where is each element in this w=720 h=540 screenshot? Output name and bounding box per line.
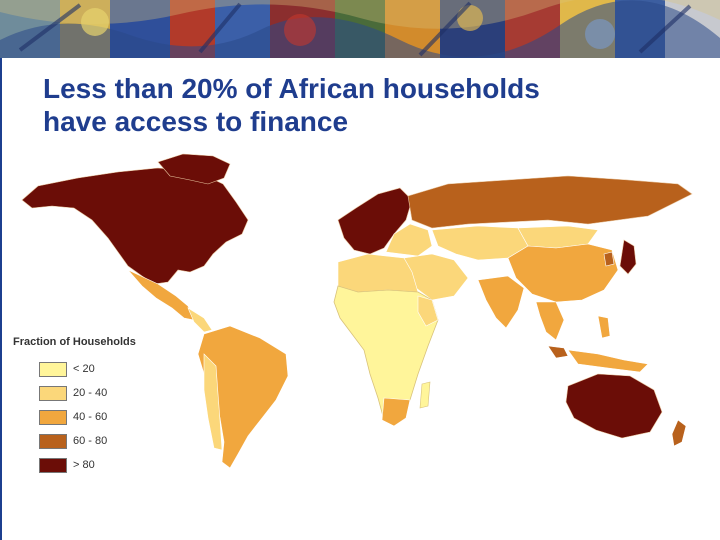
legend-item: < 20 xyxy=(13,357,143,381)
legend-item: > 80 xyxy=(13,453,143,477)
legend-item: 60 - 80 xyxy=(13,429,143,453)
left-accent-rule xyxy=(0,58,2,540)
region-japan xyxy=(619,239,637,275)
abstract-painting-image xyxy=(0,0,720,58)
legend-label: 60 - 80 xyxy=(73,435,108,447)
region-india xyxy=(477,275,525,329)
slide-title: Less than 20% of African households have… xyxy=(43,72,683,138)
region-south-africa xyxy=(381,397,411,427)
map-legend: Fraction of Households < 20 20 - 40 40 -… xyxy=(13,336,143,476)
region-korea xyxy=(603,251,615,267)
region-europe xyxy=(337,187,413,255)
region-north-america xyxy=(21,167,249,285)
region-ethiopia xyxy=(417,295,439,327)
region-new-zealand xyxy=(671,419,687,447)
region-russia xyxy=(407,175,693,229)
region-australia xyxy=(565,373,663,439)
region-malaysia xyxy=(547,345,569,359)
legend-label: 40 - 60 xyxy=(73,411,108,423)
legend-label: < 20 xyxy=(73,363,95,375)
slide-title-line-2: have access to finance xyxy=(43,106,349,137)
slide-title-line-1: Less than 20% of African households xyxy=(43,73,540,104)
legend-title: Fraction of Households xyxy=(13,336,136,348)
region-greenland xyxy=(157,153,231,185)
legend-swatch xyxy=(39,409,67,425)
region-indonesia xyxy=(567,349,649,373)
region-philippines xyxy=(597,315,611,339)
legend-label: > 80 xyxy=(73,459,95,471)
header-painting-banner xyxy=(0,0,720,58)
region-central-america xyxy=(187,307,213,333)
region-madagascar xyxy=(419,381,431,409)
region-southeast-asia xyxy=(535,301,565,341)
region-mexico xyxy=(127,269,195,321)
region-eastern-europe xyxy=(385,223,433,257)
legend-item: 20 - 40 xyxy=(13,381,143,405)
legend-swatch xyxy=(39,433,67,449)
legend-swatch xyxy=(39,361,67,377)
world-map xyxy=(21,153,693,469)
legend-label: 20 - 40 xyxy=(73,387,108,399)
region-china xyxy=(507,243,619,303)
legend-swatch xyxy=(39,385,67,401)
region-andes xyxy=(203,353,223,451)
legend-swatch xyxy=(39,457,67,473)
legend-item: 40 - 60 xyxy=(13,405,143,429)
